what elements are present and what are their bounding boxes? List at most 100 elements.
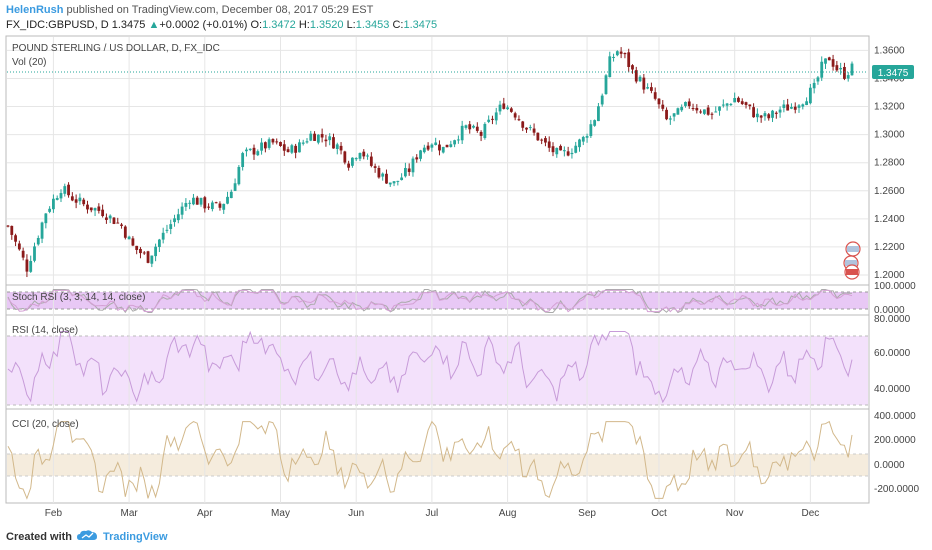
candle (127, 236, 131, 240)
candle (385, 173, 388, 184)
y-tick-label: 1.2000 (874, 270, 905, 281)
stoch-d-line (7, 289, 853, 313)
candle (793, 106, 797, 110)
candle (245, 149, 248, 152)
candle (631, 65, 634, 70)
ohlc-line: FX_IDC:GBPUSD, D 1.3475 ▲+0.0002 (+0.01%… (6, 19, 437, 31)
candle (139, 248, 142, 254)
close-value: 1.3475 (403, 19, 438, 31)
candle (381, 173, 385, 177)
x-tick-label: Feb (45, 508, 63, 519)
tradingview-brand[interactable]: TradingView (103, 531, 168, 543)
candle (419, 150, 422, 159)
candle (275, 141, 279, 143)
candle (339, 145, 343, 151)
candle (513, 113, 517, 118)
candle (551, 146, 555, 153)
event-flag-icon[interactable] (844, 264, 860, 280)
candle (328, 136, 332, 141)
candle (377, 167, 381, 178)
grid-lines (7, 37, 868, 503)
event-flag-icon[interactable] (845, 241, 861, 257)
y-tick-label: 0.0000 (874, 305, 905, 316)
x-tick-label: Jul (425, 508, 438, 519)
candle (101, 209, 105, 217)
candle (525, 127, 528, 130)
candle (509, 108, 513, 112)
candle (373, 166, 377, 168)
candle (112, 217, 116, 224)
up-arrow-icon: ▲ (148, 19, 160, 31)
open-label: O: (250, 19, 263, 31)
candle (89, 207, 93, 211)
tradingview-cloud-icon[interactable] (76, 529, 98, 543)
candle (653, 92, 657, 99)
candle (479, 131, 483, 136)
x-tick-label: Jun (348, 508, 364, 519)
candle (487, 119, 491, 122)
candle (460, 125, 464, 141)
candle (36, 237, 40, 245)
chart-canvas[interactable]: POUND STERLING / US DOLLAR, D, FX_IDC Vo… (0, 0, 932, 525)
y-tick-label: 0.0000 (874, 460, 905, 471)
candle (680, 107, 684, 111)
author-link[interactable]: HelenRush (6, 4, 64, 16)
y-tick-label: 1.2600 (874, 186, 905, 197)
candle-series (6, 47, 854, 278)
candle (25, 259, 29, 272)
y-tick-label: 1.3600 (874, 45, 905, 56)
rsi-band (7, 336, 868, 405)
candle (301, 142, 305, 144)
candle (146, 251, 150, 263)
candle (263, 142, 267, 149)
candle (351, 157, 354, 166)
candle (55, 198, 59, 200)
candle (21, 250, 25, 258)
candle (449, 144, 453, 147)
candle (40, 222, 44, 239)
candle (755, 113, 759, 118)
cci-title: CCI (20, close) (12, 419, 79, 430)
candle (627, 52, 631, 67)
y-tick-label: 1.2200 (874, 242, 905, 253)
candle (506, 107, 509, 110)
candle (282, 144, 286, 151)
stoch-k-line (7, 289, 852, 314)
vol-label: Vol (20) (12, 57, 46, 68)
candle (797, 105, 801, 108)
candle (271, 138, 275, 143)
candle (411, 158, 415, 173)
y-tick-label: 200.0000 (874, 435, 916, 446)
y-tick-label: 40.0000 (874, 384, 911, 395)
candle (392, 181, 396, 184)
candle (422, 147, 426, 153)
x-tick-label: Nov (726, 508, 744, 519)
candle (729, 104, 733, 106)
low-value: 1.3453 (355, 19, 390, 31)
candle (403, 167, 407, 177)
candle (369, 156, 373, 166)
candle (744, 102, 748, 105)
candle (468, 124, 472, 130)
candle (430, 144, 434, 148)
cci-series (7, 420, 853, 500)
candle (733, 97, 737, 103)
candle (142, 252, 146, 254)
cci-pane[interactable] (5, 408, 870, 504)
candle (574, 145, 578, 153)
candle (70, 196, 74, 201)
candle (97, 206, 101, 211)
candle (210, 202, 214, 210)
candle (195, 197, 199, 205)
candle (400, 177, 404, 181)
candle (426, 145, 430, 150)
candle (123, 226, 127, 238)
candle (521, 121, 525, 128)
candle (226, 196, 229, 204)
x-tick-label: Sep (578, 508, 596, 519)
candle (737, 97, 740, 102)
candle (135, 245, 139, 250)
rsi-line (7, 330, 853, 404)
cci-band (7, 454, 868, 476)
candle (547, 141, 551, 148)
